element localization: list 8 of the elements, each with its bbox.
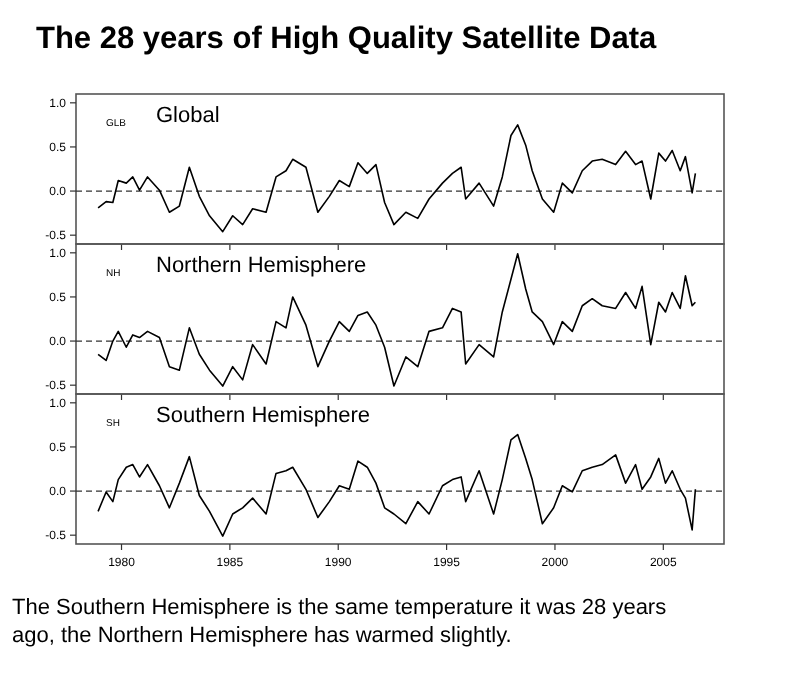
line-series (97, 433, 697, 537)
line-series (97, 252, 697, 387)
annotation: Global (156, 104, 220, 128)
line-series (97, 124, 697, 233)
annotation: Northern Hemisphere (156, 254, 367, 278)
chart-title: The 28 years of High Quality Satellite Data (36, 22, 657, 56)
annotation: Southern Hemisphere (156, 404, 371, 428)
text: The Southern Hemisphere is the same temperature it was 28 years ago, the Northern Hemisphere has warmed slightly. (12, 596, 668, 648)
